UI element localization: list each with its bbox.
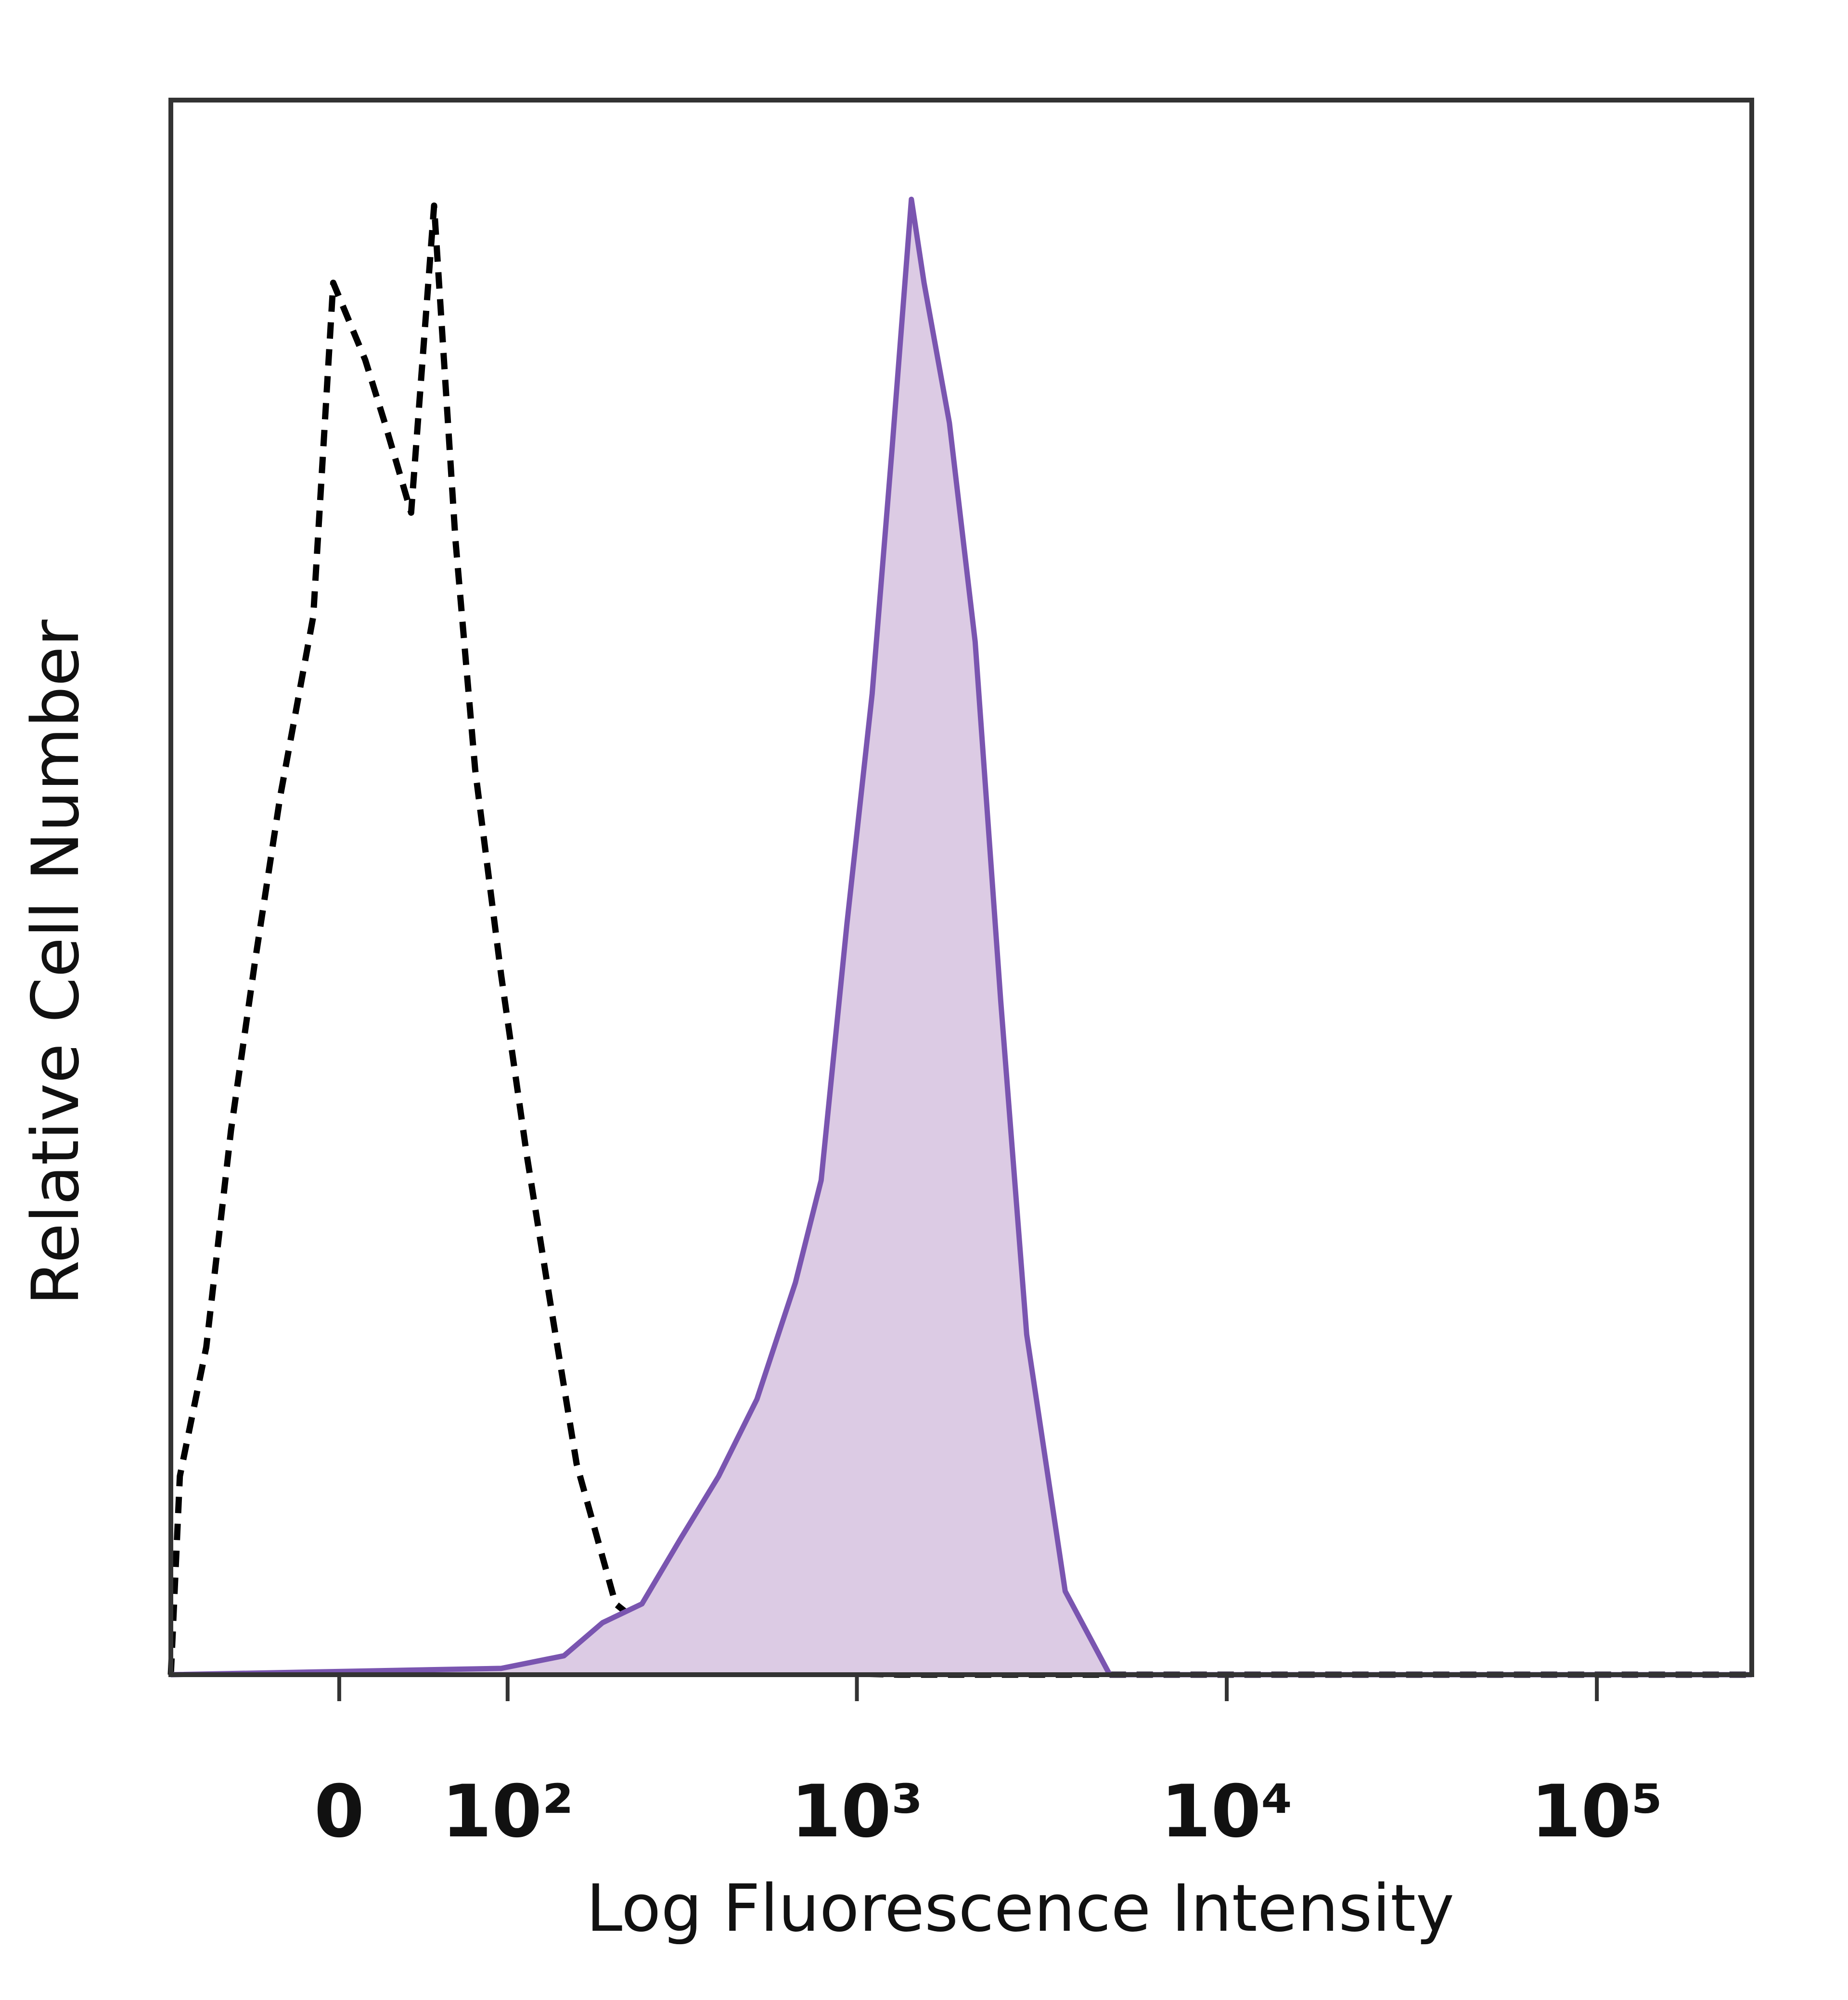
area bbox=[171, 199, 1752, 1675]
x-tick-label: 10³ bbox=[791, 1770, 923, 1854]
x-tick-label: 10⁴ bbox=[1161, 1770, 1293, 1854]
y-axis-label: Relative Cell Number bbox=[18, 619, 93, 1305]
x-axis-label: Log Fluorescence Intensity bbox=[586, 1871, 1454, 1946]
x-tick-label: 10⁵ bbox=[1531, 1770, 1663, 1854]
plot-frame bbox=[168, 98, 1754, 1677]
x-tick-label: 0 bbox=[314, 1770, 364, 1854]
x-tick-label: 10² bbox=[442, 1770, 574, 1854]
line bbox=[167, 202, 1752, 1678]
line bbox=[170, 196, 1752, 1678]
